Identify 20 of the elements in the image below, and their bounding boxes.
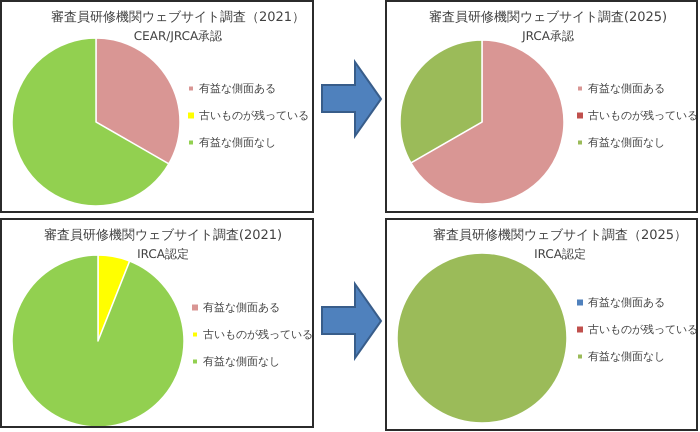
legend-label: 古いものが残っている bbox=[588, 109, 698, 122]
legend-label: 古いものが残っている bbox=[203, 328, 313, 341]
legend-label: 有益な側面なし bbox=[199, 136, 276, 149]
legend-label: 有益な側面なし bbox=[203, 355, 280, 368]
chart-title: 審査員研修機関ウェブサイト調査（2021） bbox=[50, 9, 306, 25]
legend-label: 有益な側面ある bbox=[588, 82, 665, 95]
legend-label: 有益な側面ある bbox=[199, 82, 276, 95]
chart-title: 審査員研修機関ウェブサイト調査(2025) bbox=[428, 9, 668, 25]
chart-title: 審査員研修機関ウェブサイト調査(2021) bbox=[44, 227, 282, 243]
legend-label: 古いものが残っている bbox=[199, 109, 309, 122]
legend-label: 古いものが残っている bbox=[588, 323, 698, 336]
legend-label: 有益な側面ある bbox=[203, 301, 280, 314]
chart-title: 審査員研修機関ウェブサイト調査（2025） bbox=[432, 227, 688, 243]
legend-label: 有益な側面なし bbox=[588, 350, 665, 363]
legend-label: 有益な側面ある bbox=[588, 296, 665, 309]
chart-subtitle: JRCA承認 bbox=[521, 29, 574, 43]
chart-subtitle: IRCA認定 bbox=[137, 247, 189, 261]
chart-subtitle: CEAR/JRCA承認 bbox=[134, 29, 222, 43]
legend-label: 有益な側面なし bbox=[588, 136, 665, 149]
chart-subtitle: IRCA認定 bbox=[534, 247, 586, 261]
